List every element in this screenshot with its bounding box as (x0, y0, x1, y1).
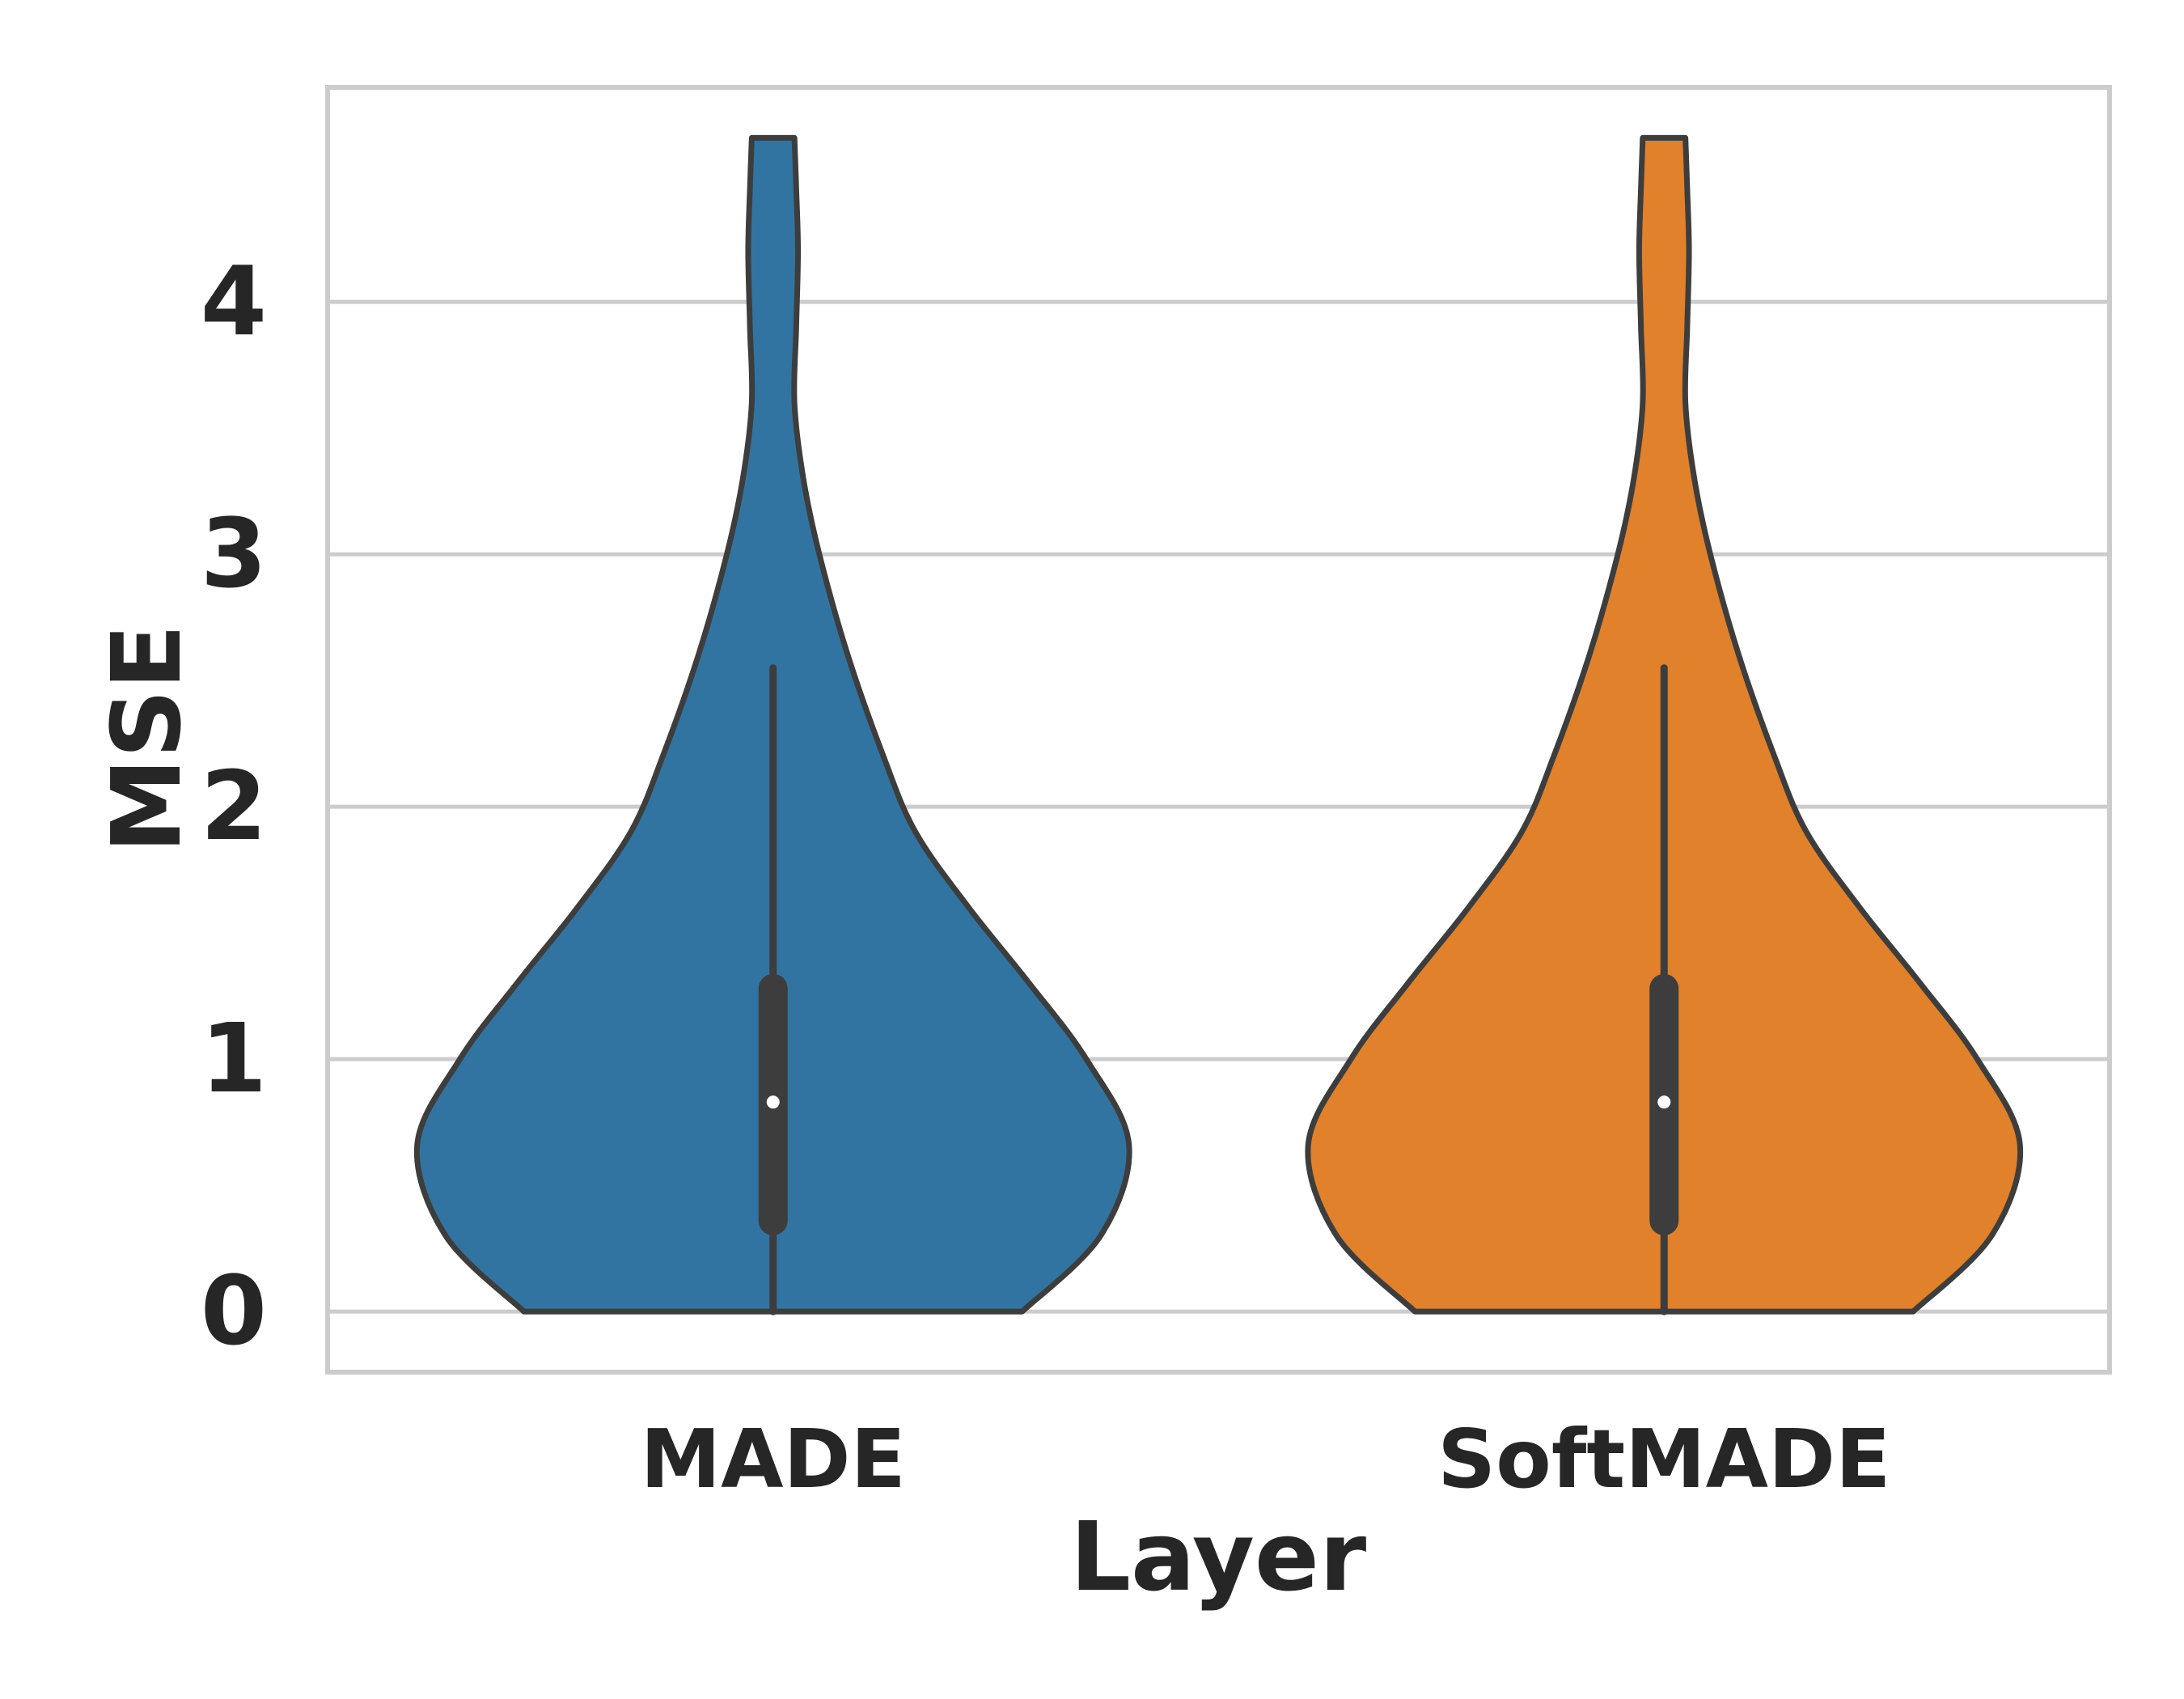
y-tick-label-3: 3 (201, 498, 267, 609)
violin-made (413, 134, 1132, 1316)
y-axis-title: MSE (91, 624, 202, 853)
violins (413, 134, 2024, 1316)
y-tick-label-2: 2 (201, 750, 267, 862)
x-tick-labels: MADE SoftMADE (641, 1412, 1891, 1506)
plot-frame (325, 85, 2112, 1375)
violin-softmade (1305, 134, 2024, 1316)
x-axis-title: Layer (1070, 1501, 1366, 1612)
x-tick-label-made: MADE (641, 1412, 906, 1506)
x-tick-label-softmade: SoftMADE (1437, 1412, 1890, 1506)
median-marker-made (766, 1095, 780, 1109)
y-tick-label-4: 4 (201, 245, 267, 357)
y-tick-label-0: 0 (201, 1255, 267, 1366)
median-marker-softmade (1657, 1095, 1671, 1109)
y-tick-label-1: 1 (201, 1002, 267, 1114)
y-tick-labels: 0 1 2 3 4 (201, 245, 267, 1366)
